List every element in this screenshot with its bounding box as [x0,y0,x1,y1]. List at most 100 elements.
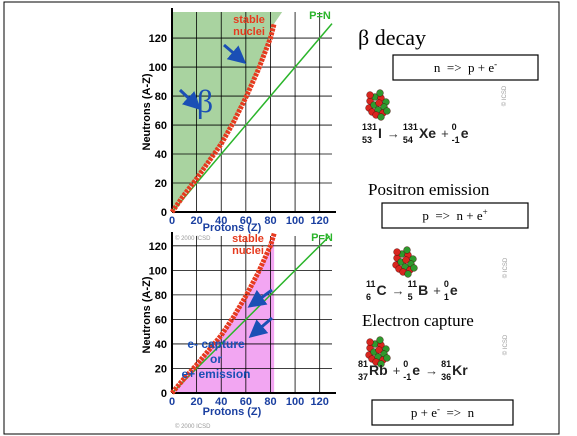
element-symbol: e [412,362,420,378]
region-label: or [210,352,222,366]
element-symbol: Kr [452,362,468,378]
x-tick-label: 40 [215,396,227,408]
y-tick-label: 20 [155,363,167,375]
y-tick-label: 80 [155,91,167,103]
equation-operator: → [387,126,400,141]
equation-operator: → [392,283,405,298]
credit: © ICSD [502,257,509,278]
y-tick-label: 40 [155,339,167,351]
nucleon [410,264,418,272]
mass-number: 81 [358,359,368,369]
section-title: β decay [358,25,426,50]
x-tick-label: 60 [240,215,252,227]
arrow [247,288,273,308]
x-tick-label: 80 [264,215,276,227]
equation-operator: + [441,126,449,141]
x-tick-label: 60 [240,396,252,408]
nucleus-icon [365,89,391,121]
nucleon [375,99,383,107]
y-tick-label: 0 [161,207,167,219]
nucleus-icon [392,246,418,278]
equation-box [392,54,539,81]
box-sup: + [483,207,488,217]
y-tick-label: 60 [155,314,167,326]
mass-number: 0 [403,359,408,369]
x-tick-label: 20 [190,396,202,408]
stable-label: stable [233,14,265,26]
mass-number: 11 [366,279,376,289]
nucleon [376,89,384,97]
x-tick-label: 80 [264,396,276,408]
section-title: Electron capture [362,311,474,330]
y-axis-label: Neutrons (A-Z) [141,276,153,353]
element-symbol: I [378,125,382,141]
nucleon [383,354,391,362]
x-tick-label: 120 [311,396,329,408]
nucleon [377,113,385,121]
element-symbol: Xe [419,125,436,141]
arrow [178,88,202,111]
shaded-region [172,12,283,212]
mass-number: 0 [444,279,449,289]
mass-number: 131 [403,122,418,132]
mass-number: 81 [441,359,451,369]
x-tick-label: 100 [286,396,304,408]
element-symbol: e [450,282,458,298]
mass-number: 131 [362,122,377,132]
credit: © ICSD [502,334,509,355]
equation-operator: + [433,283,441,298]
line-label: P=N [309,10,331,22]
x-tick-label: 0 [169,215,175,227]
atomic-number: 5 [408,292,413,302]
credit: © 2000 ICSD [175,235,211,242]
nucleon [393,248,401,256]
element-symbol: B [418,282,428,298]
atomic-number: 37 [358,372,368,382]
nucleus-icon [365,336,391,368]
nucleon [366,91,374,99]
y-tick-label: 120 [149,241,167,253]
nucleon [404,270,412,278]
arrow [223,43,247,64]
stable-label: stable [232,233,264,245]
x-tick-label: 0 [169,396,175,408]
box-main: p + e [411,405,437,420]
y-tick-label: 100 [149,265,167,277]
x-axis-label: Protons (Z) [203,222,262,234]
region-label: β [197,83,213,119]
pn-line [171,235,331,394]
equation-box [381,202,529,229]
y-tick-label: 60 [155,120,167,132]
equation-operator: → [425,363,438,378]
stable-label: nuclei [232,245,264,257]
credit: © ICSD [501,85,508,106]
x-tick-label: 100 [286,215,304,227]
atomic-number: 6 [366,292,371,302]
stable-band [170,232,277,395]
nucleon [383,107,391,115]
x-tick-label: 40 [215,215,227,227]
element-symbol: e [461,125,469,141]
atomic-number: 53 [362,135,372,145]
region-label: e- capture [187,337,245,351]
atomic-number: -1 [403,372,411,382]
element-symbol: Rb [369,362,388,378]
y-tick-label: 40 [155,149,167,161]
atomic-number: 54 [403,135,413,145]
nucleon [375,346,383,354]
nucleon [377,360,385,368]
line-label: P=N [311,232,333,244]
nucleon [376,336,384,344]
box-sup: - [437,404,440,414]
box-main: n => p + e [434,60,494,75]
box-text: p => n + e+ [422,207,487,223]
nucleon [403,246,411,254]
equation-operator: + [393,363,401,378]
y-axis-label: Neutrons (A-Z) [141,73,153,150]
y-tick-label: 120 [149,33,167,45]
atomic-number: 1 [444,292,449,302]
x-axis-label: Protons (Z) [203,406,262,418]
atomic-number: -1 [452,135,460,145]
